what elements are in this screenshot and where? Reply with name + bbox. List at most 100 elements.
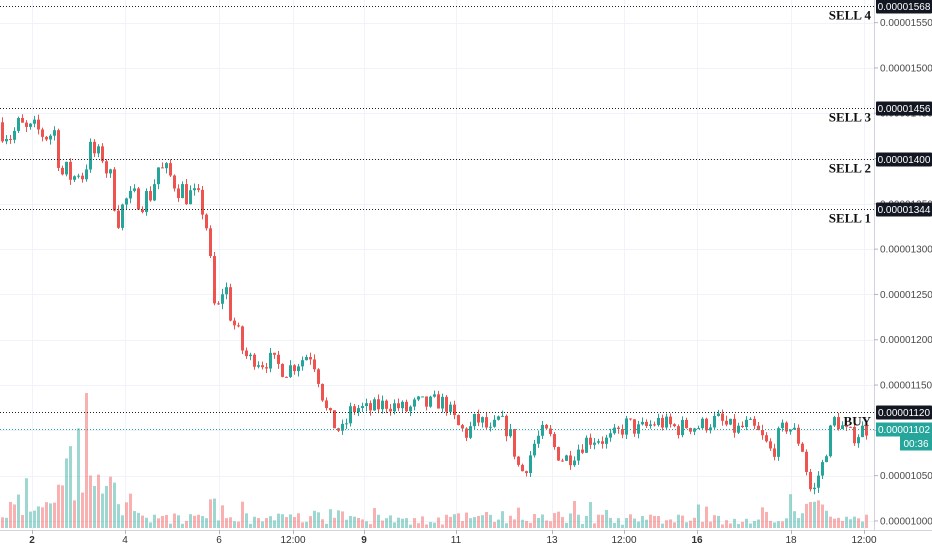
x-tick-label: 11 (451, 535, 462, 546)
volume-bar (737, 523, 740, 528)
candle-body (861, 425, 864, 438)
volume-bar (353, 516, 356, 528)
volume-bar (265, 518, 268, 528)
volume-bar (257, 518, 260, 528)
candle-body (773, 448, 776, 457)
candle-body (605, 437, 608, 444)
candle-body (305, 357, 308, 361)
candle-body (97, 146, 100, 154)
candle-body (317, 369, 320, 384)
candle-body (197, 188, 200, 190)
volume-bar (313, 510, 316, 528)
volume-bar (349, 516, 352, 528)
volume-bar (721, 524, 724, 528)
volume-bar (581, 523, 584, 528)
volume-bar (137, 512, 140, 528)
candle-body (633, 419, 636, 434)
volume-bar (37, 506, 40, 528)
candle-body (9, 139, 12, 141)
volume-bar (485, 511, 488, 528)
candle-body (601, 441, 604, 444)
volume-bar (749, 523, 752, 528)
volume-bar (237, 521, 240, 528)
candle-body (265, 367, 268, 369)
candle-body (469, 426, 472, 438)
volume-bar (93, 485, 96, 528)
candle-body (193, 188, 196, 191)
volume-bar (557, 511, 560, 528)
volume-bar (301, 522, 304, 528)
volume-bar (229, 517, 232, 528)
candle-body (533, 443, 536, 456)
volume-bar (641, 516, 644, 528)
volume-bar (417, 523, 420, 528)
volume-bar (469, 518, 472, 528)
candle-body (49, 135, 52, 140)
volume-bar (325, 523, 328, 528)
candle-body (149, 191, 152, 201)
level-price-tag (876, 152, 932, 167)
candle-body (293, 365, 296, 372)
volume-bar (861, 521, 864, 528)
candle-body (645, 421, 648, 426)
candle-body (133, 188, 136, 191)
candle-body (357, 408, 360, 413)
volume-bar (741, 521, 744, 528)
volume-bar (125, 502, 128, 528)
candle-body (141, 209, 144, 213)
y-tick-label: 0.00001050 (880, 471, 932, 482)
volume-bar (249, 523, 252, 528)
volume-bar (669, 519, 672, 528)
candle-body (309, 357, 312, 360)
volume-bar (497, 519, 500, 528)
volume-bar (853, 516, 856, 528)
level-label: SELL 4 (829, 8, 872, 23)
candle-body (857, 437, 860, 444)
candle-body (33, 119, 36, 124)
candle-body (313, 359, 316, 370)
candle-body (349, 406, 352, 424)
candle-body (541, 424, 544, 436)
x-tick-label: 13 (546, 535, 558, 546)
volume-bar (173, 513, 176, 528)
candle-body (241, 326, 244, 351)
volume-bar (605, 509, 608, 528)
candle-body (213, 256, 216, 304)
volume-bar (177, 515, 180, 528)
volume-bar (385, 518, 388, 528)
x-tick-label: 12:00 (851, 535, 876, 546)
candle-body (449, 404, 452, 412)
y-tick-label: 0.00001000 (880, 516, 932, 527)
candle-body (485, 417, 488, 428)
candle-body (325, 400, 328, 409)
candle-body (829, 425, 832, 457)
candle-body (825, 456, 828, 463)
time-axis[interactable]: 2 4 6 12:00 9 11 13 12:00 16 18 12:00 (0, 530, 932, 546)
volume-bar (377, 514, 380, 528)
level-price-text: 0.00001400 (878, 155, 931, 166)
candle-body (73, 176, 76, 180)
candle-body (581, 449, 584, 453)
volume-bar (69, 446, 72, 528)
volume-bar (133, 511, 136, 528)
candle-body (5, 139, 8, 142)
candle-body (549, 428, 552, 435)
candle-body (445, 396, 448, 412)
candle-body (505, 415, 508, 437)
candle-body (145, 191, 148, 213)
volume-bar (225, 518, 228, 528)
candle-body (465, 428, 468, 438)
volume-bar (193, 515, 196, 528)
candle-body (185, 184, 188, 205)
candle-body (761, 430, 764, 436)
candle-body (433, 394, 436, 397)
volume-bar (89, 475, 92, 528)
candle-body (201, 189, 204, 215)
level-price-text: 0.00001568 (878, 2, 931, 13)
candle-body (425, 396, 428, 407)
candle-body (233, 320, 236, 326)
volume-bar (533, 514, 536, 528)
volume-bar (513, 519, 516, 528)
volume-bar (813, 501, 816, 528)
